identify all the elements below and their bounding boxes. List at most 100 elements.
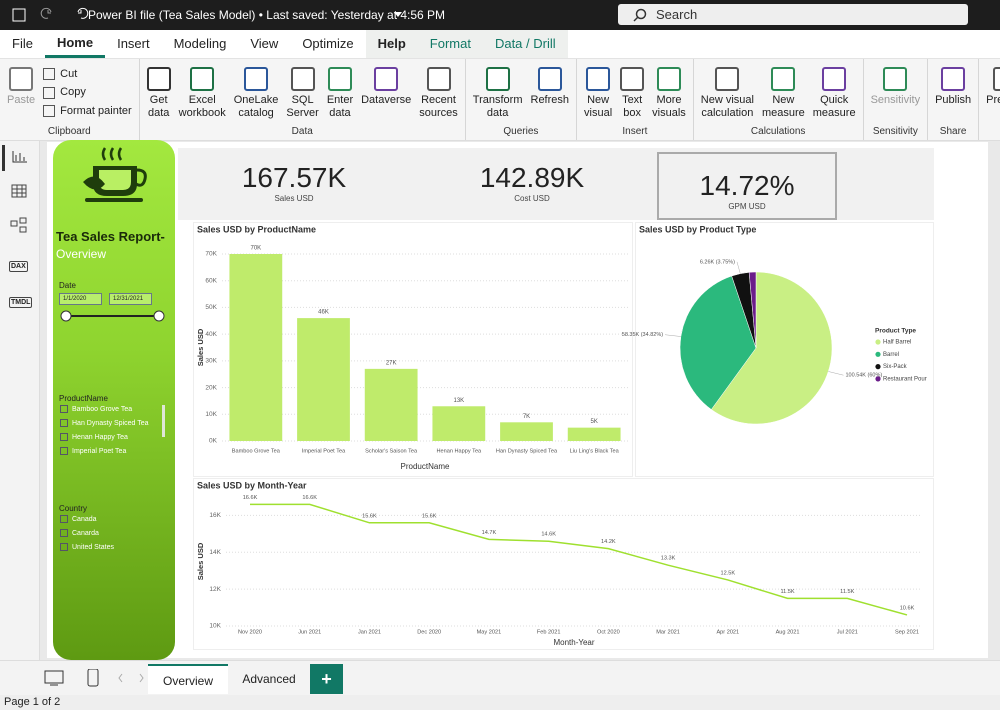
- ribbon-button[interactable]: Cut: [43, 68, 132, 80]
- ribbon-buttons: New visual Text box More visuals: [580, 63, 690, 126]
- ribbon-button[interactable]: Prep daA: [982, 63, 1000, 126]
- ribbon-button[interactable]: OneLake catalog: [230, 63, 283, 126]
- tea-icon: [83, 147, 147, 202]
- slicer-label: Date: [59, 281, 76, 290]
- slicer-item[interactable]: Canada: [60, 513, 114, 527]
- card[interactable]: 167.57K Sales USD: [204, 162, 384, 203]
- slicer-item[interactable]: United States: [60, 541, 114, 555]
- page-tab[interactable]: Advanced: [242, 672, 296, 686]
- menu-tab[interactable]: Format: [417, 30, 483, 58]
- menu-tab[interactable]: Help: [365, 30, 418, 58]
- button-icon: [190, 67, 215, 91]
- status-bar: Page 1 of 2: [0, 695, 1000, 710]
- page-tab[interactable]: Overview: [148, 664, 228, 694]
- ribbon-button[interactable]: New measure: [758, 63, 809, 126]
- slicer-label: Country: [59, 504, 88, 513]
- rail-icon[interactable]: DAX: [9, 261, 28, 272]
- ribbon-button[interactable]: SQL Server: [282, 63, 322, 126]
- button-icon: [537, 67, 562, 91]
- quick-access[interactable]: [8, 6, 93, 24]
- visual-panel[interactable]: [635, 222, 934, 477]
- card-value: 142.89K: [479, 162, 585, 193]
- ribbon-button[interactable]: Format painter: [43, 105, 132, 117]
- ribbon-button[interactable]: Get data: [143, 63, 175, 126]
- ribbon-group: Transform data Refresh Queries: [466, 59, 578, 140]
- card-row: 167.57K Sales USD 142.89K Cost USD 14.72% GPM…: [178, 148, 934, 220]
- ribbon-button[interactable]: Quick measure: [809, 63, 860, 126]
- page-tab[interactable]: +: [310, 664, 343, 694]
- date-slider[interactable]: [59, 308, 167, 324]
- menu-tab[interactable]: Modeling: [173, 36, 227, 51]
- ribbon-button[interactable]: Transform data: [469, 63, 527, 126]
- rail-icon[interactable]: TMDL: [9, 297, 33, 308]
- card-label: Sales USD: [274, 194, 314, 203]
- button-label: measure: [812, 107, 856, 119]
- menu-tab[interactable]: Optimize: [302, 36, 354, 51]
- ribbon-button[interactable]: Sensitivity: [867, 63, 925, 126]
- ribbon-button[interactable]: Copy: [43, 86, 132, 98]
- menu-tab[interactable]: Home: [44, 30, 106, 58]
- ribbon-button[interactable]: More visuals: [648, 63, 690, 126]
- ribbon-button[interactable]: Dataverse: [357, 63, 415, 126]
- scrollbar[interactable]: [162, 405, 165, 437]
- ribbon-button[interactable]: Text box: [616, 63, 648, 126]
- visual-panel[interactable]: [193, 478, 934, 650]
- button-label: Text: [622, 94, 643, 106]
- menu-tab[interactable]: Insert: [117, 36, 150, 51]
- ribbon: Paste Cut Copy Format painter Clipboard Get da…: [0, 58, 1000, 141]
- slicer-item[interactable]: Bamboo Grove Tea: [60, 403, 149, 417]
- button-label: Sensitivity: [870, 94, 921, 106]
- button-icon: [374, 67, 399, 91]
- button-label: data: [329, 107, 351, 119]
- ribbon-group: Get data Excel workbook OneLake catalog SQL Ser…: [140, 59, 466, 140]
- date-end[interactable]: 12/31/2021: [109, 293, 152, 305]
- card[interactable]: 142.89K Cost USD: [442, 162, 622, 203]
- button-label: visual: [584, 107, 613, 119]
- group-label: Queries: [503, 126, 539, 137]
- title-dropdown[interactable]: [394, 12, 404, 18]
- rail-icons: [2, 145, 27, 233]
- button-label: Paste: [7, 94, 36, 106]
- view-icons[interactable]: [44, 669, 144, 687]
- view-rail: DAX TMDL: [0, 141, 40, 660]
- button-label: data: [147, 107, 170, 119]
- slicer-list: Bamboo Grove Tea Han Dynasty Spiced Tea He…: [60, 403, 149, 459]
- ribbon-button[interactable]: Recent sources: [415, 63, 462, 126]
- group-label: Insert: [622, 126, 648, 137]
- card[interactable]: 14.72% GPM USD: [657, 152, 837, 220]
- ribbon-button[interactable]: Refresh: [527, 63, 574, 126]
- search-box[interactable]: Search: [618, 4, 968, 25]
- button-icon: [883, 67, 908, 91]
- button-icon: [327, 67, 352, 91]
- group-label: Calculations: [750, 126, 806, 137]
- button-icon: [244, 67, 269, 91]
- button-icon: [715, 67, 740, 91]
- button-label: Quick: [820, 94, 849, 106]
- button-label: OneLake: [233, 94, 279, 106]
- ribbon-button[interactable]: New visual: [580, 63, 616, 126]
- ribbon-button[interactable]: New visual calculation: [697, 63, 758, 126]
- button-label: Refresh: [530, 94, 570, 106]
- slicer-item[interactable]: Han Dynasty Spiced Tea: [60, 417, 149, 431]
- ribbon-button[interactable]: Enter data: [323, 63, 357, 126]
- card-label: Cost USD: [514, 194, 550, 203]
- slicer-item[interactable]: Canarda: [60, 527, 114, 541]
- button-label: Publish: [935, 94, 972, 106]
- title-bar: Power BI file (Tea Sales Model) • Last s…: [0, 0, 1000, 30]
- card-label: GPM USD: [728, 202, 766, 211]
- button-label: Excel: [188, 94, 216, 106]
- date-start[interactable]: 1/1/2020: [59, 293, 102, 305]
- menu-tab[interactable]: View: [250, 36, 279, 51]
- ribbon-button[interactable]: Paste: [3, 63, 39, 126]
- button-label: workbook: [178, 107, 226, 119]
- slicer-item[interactable]: Henan Happy Tea: [60, 431, 149, 445]
- ribbon-button[interactable]: Publish: [931, 63, 975, 126]
- group-label: Sensitivity: [872, 126, 918, 137]
- menu-tab[interactable]: File: [12, 36, 33, 51]
- button-label: calculation: [701, 107, 754, 119]
- visual-panel[interactable]: [193, 222, 633, 477]
- ribbon-button[interactable]: Excel workbook: [175, 63, 230, 126]
- menu-tab[interactable]: Data / Drill: [482, 30, 568, 58]
- slicer-item[interactable]: Imperial Poet Tea: [60, 445, 149, 459]
